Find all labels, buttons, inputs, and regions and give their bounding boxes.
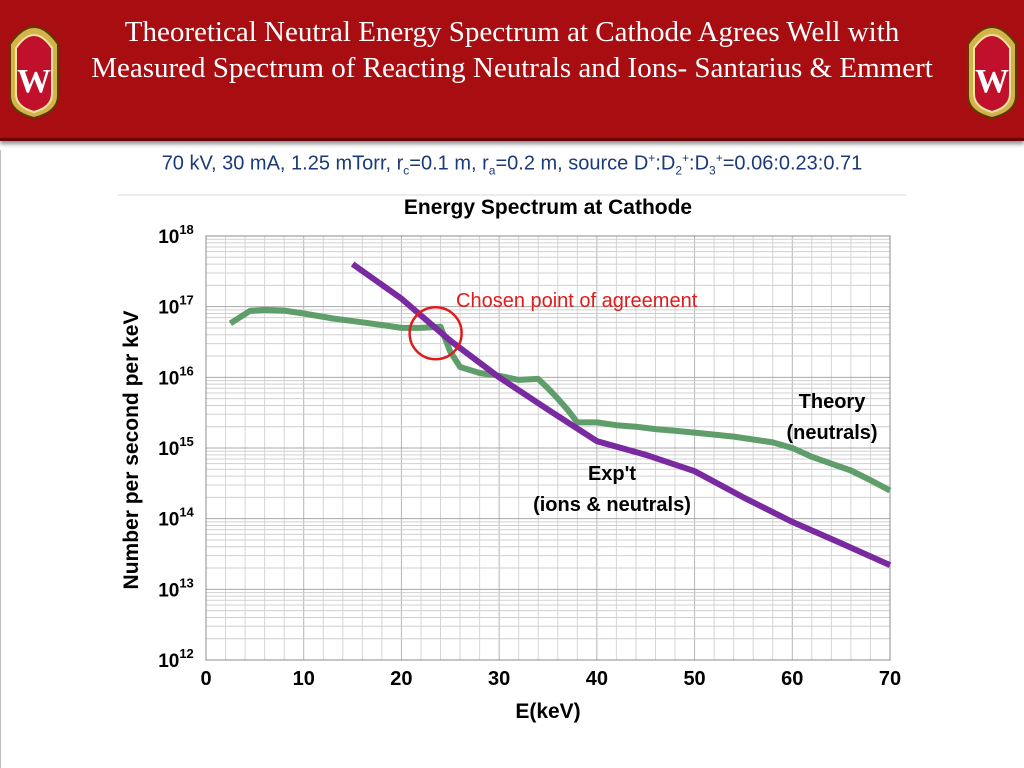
crest-letter: W <box>17 63 51 100</box>
y-tick-label: 1017 <box>158 293 194 319</box>
params-sup1: + <box>648 151 656 165</box>
slide-left-rule <box>0 150 1 768</box>
y-axis-label: Number per second per keV <box>120 311 143 590</box>
y-tick-exponent: 17 <box>179 293 193 308</box>
x-tick-label: 30 <box>488 668 510 690</box>
params-sup2: + <box>682 151 690 165</box>
theory-series-label: (neutrals) <box>786 422 877 444</box>
y-tick-base: 10 <box>158 510 179 531</box>
params-ra-val: =0.2 m, source D <box>495 152 649 175</box>
theory-series-line <box>350 261 892 568</box>
params-rc-sub: c <box>403 163 410 178</box>
y-tick-label: 1013 <box>158 575 194 601</box>
x-tick-label: 40 <box>586 668 608 690</box>
y-tick-label: 1012 <box>158 646 194 672</box>
series-labels: Exp't (ions & neutrals) Theory (neutrals) <box>533 391 877 516</box>
agreement-label: Chosen point of agreement <box>456 290 698 312</box>
y-tick-exponent: 15 <box>179 434 193 449</box>
x-tick-label: 60 <box>781 668 803 690</box>
exp-series-label: (ions & neutrals) <box>533 494 691 516</box>
y-tick-label: 1016 <box>158 363 194 389</box>
y-tick-base: 10 <box>158 298 179 319</box>
params-ratio: =0.06:0.23:0.71 <box>722 152 863 175</box>
params-d3: :D <box>689 152 710 175</box>
theory-series-label: Theory <box>799 391 867 413</box>
chart-annotation: Chosen point of agreement <box>408 290 698 361</box>
y-tick-base: 10 <box>158 368 179 389</box>
y-tick-label: 1014 <box>158 505 194 531</box>
y-tick-exponent: 16 <box>179 363 193 378</box>
y-tick-exponent: 12 <box>179 646 193 661</box>
uw-crest-left-icon: W <box>9 26 59 120</box>
y-tick-base: 10 <box>158 439 179 460</box>
params-rc-val: =0.1 m, r <box>409 152 489 175</box>
params-d2: :D <box>655 152 676 175</box>
title-banner: W Theoretical Neutral Energy Spectrum at… <box>0 0 1024 141</box>
slide-title: Theoretical Neutral Energy Spectrum at C… <box>91 16 933 84</box>
params-lead: 70 kV, 30 mA, 1.25 mTorr, r <box>161 152 404 175</box>
y-tick-base: 10 <box>158 651 179 672</box>
params-sub3: 3 <box>709 163 716 178</box>
exp-series-label: Exp't <box>588 463 636 485</box>
y-tick-base: 10 <box>158 580 179 601</box>
y-tick-exponent: 14 <box>179 505 194 520</box>
y-tick-exponent: 18 <box>179 222 193 237</box>
chart-axes <box>205 235 891 661</box>
x-tick-label: 70 <box>879 668 901 690</box>
crest-letter: W <box>975 63 1009 100</box>
x-axis-label: E(keV) <box>515 700 580 723</box>
y-tick-label: 1018 <box>158 222 194 248</box>
chart-title: Energy Spectrum at Cathode <box>404 196 692 219</box>
agreement-circle <box>408 306 463 361</box>
y-tick-label: 1015 <box>158 434 194 460</box>
x-tick-label: 0 <box>200 668 211 690</box>
experiment-parameters: 70 kV, 30 mA, 1.25 mTorr, rc=0.1 m, ra=0… <box>0 151 1024 178</box>
chart-series <box>228 261 892 568</box>
x-tick-labels: 0 10 20 30 40 50 60 70 <box>200 668 901 690</box>
x-tick-label: 10 <box>293 668 315 690</box>
y-tick-base: 10 <box>158 227 179 248</box>
exp-series-line <box>228 306 892 494</box>
x-tick-label: 20 <box>390 668 412 690</box>
x-tick-label: 50 <box>683 668 705 690</box>
params-ra-sub: a <box>488 163 496 178</box>
energy-spectrum-chart: Energy Spectrum at Cathode 1012101310141… <box>118 194 906 723</box>
params-sup3: + <box>715 151 723 165</box>
params-sub2: 2 <box>675 163 682 178</box>
y-tick-exponent: 13 <box>179 575 193 590</box>
uw-crest-right-icon: W <box>967 26 1017 120</box>
plot-frame <box>205 235 891 661</box>
